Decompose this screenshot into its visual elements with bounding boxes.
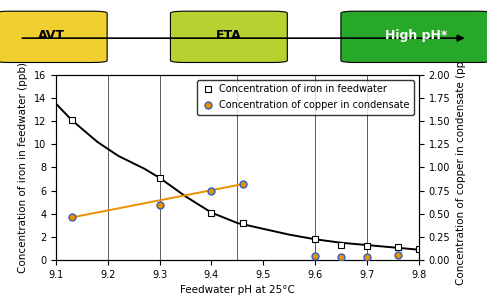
X-axis label: Feedwater pH at 25°C: Feedwater pH at 25°C: [180, 286, 295, 295]
Text: High pH*: High pH*: [385, 29, 448, 42]
FancyBboxPatch shape: [0, 11, 107, 62]
Text: AVT: AVT: [37, 29, 65, 42]
Y-axis label: Concentration of iron in feedwater (ppb): Concentration of iron in feedwater (ppb): [19, 62, 28, 273]
Y-axis label: Concentration of copper in condensate (ppb): Concentration of copper in condensate (p…: [456, 50, 466, 285]
FancyBboxPatch shape: [341, 11, 487, 62]
Legend: Concentration of iron in feedwater, Concentration of copper in condensate: Concentration of iron in feedwater, Conc…: [197, 80, 414, 115]
Text: ETA: ETA: [216, 29, 242, 42]
FancyBboxPatch shape: [170, 11, 287, 62]
